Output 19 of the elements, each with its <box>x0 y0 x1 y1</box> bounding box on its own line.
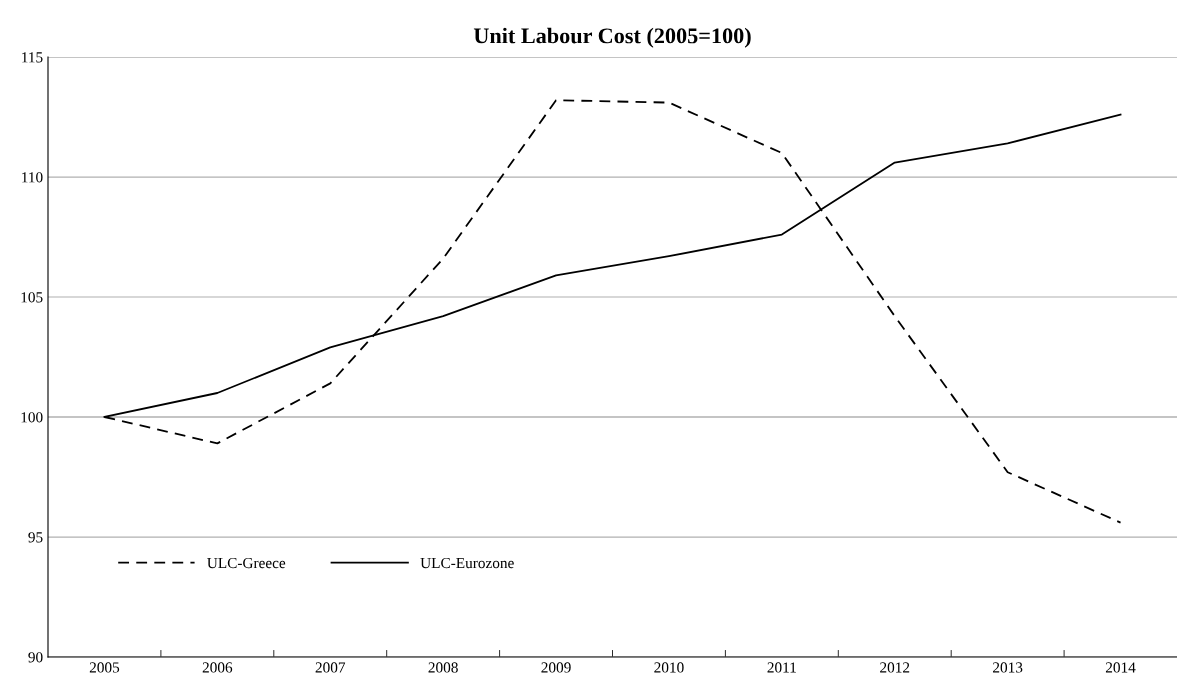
x-tick-label: 2011 <box>767 662 796 673</box>
y-tick-label: 95 <box>28 532 43 543</box>
x-tick-label: 2007 <box>315 662 346 673</box>
y-tick-label: 100 <box>21 412 43 423</box>
x-tick-label: 2009 <box>541 662 571 673</box>
x-tick-label: 2013 <box>993 662 1023 673</box>
x-tick-label: 2008 <box>428 662 458 673</box>
y-tick-label: 90 <box>28 652 43 663</box>
x-tick-label: 2006 <box>202 662 233 673</box>
y-tick-label: 110 <box>22 172 43 183</box>
x-tick-label: 2012 <box>880 662 910 673</box>
y-tick-label: 115 <box>22 52 43 63</box>
chart-title: Unit Labour Cost (2005=100) <box>473 27 751 48</box>
x-tick-label: 2005 <box>89 662 120 673</box>
legend-label: ULC-Greece <box>207 557 286 569</box>
x-tick-label: 2010 <box>654 662 684 673</box>
legend-label: ULC-Eurozone <box>420 557 514 569</box>
y-tick-label: 105 <box>21 292 43 303</box>
x-tick-label: 2014 <box>1105 662 1136 673</box>
